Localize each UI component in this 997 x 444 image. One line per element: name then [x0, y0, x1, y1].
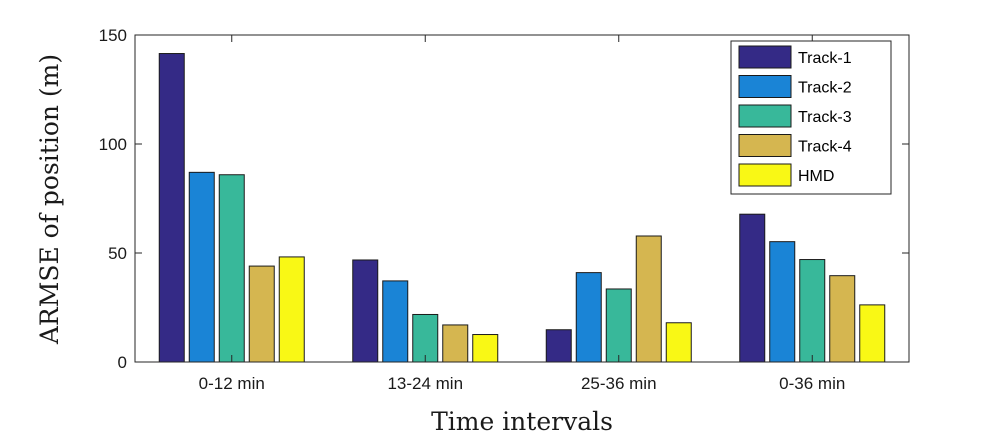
- bar-track-4-2: [635, 235, 662, 363]
- legend-label-track-2: Track-2: [798, 80, 852, 97]
- bar-track-3-2: [605, 288, 632, 363]
- bar-track-1-0: [158, 53, 185, 363]
- bar-track-3-1: [412, 313, 439, 363]
- bar-track-4-0: [248, 265, 275, 363]
- y-tick-label: 100: [99, 135, 127, 154]
- bars-group: [158, 53, 886, 363]
- legend-label-hmd: HMD: [798, 168, 834, 185]
- legend-label-track-1: Track-1: [798, 50, 852, 67]
- bar-track-1-1: [352, 259, 379, 363]
- bar-track-2-1: [382, 280, 409, 363]
- bar-track-2-3: [769, 241, 796, 363]
- legend-swatch-track-3: [738, 104, 792, 128]
- x-tick-label: 0-36 min: [779, 374, 845, 393]
- legend-label-track-4: Track-4: [798, 139, 852, 156]
- bar-hmd-3: [859, 304, 886, 363]
- y-tick-label: 50: [108, 244, 127, 263]
- x-tick-label: 0-12 min: [199, 374, 265, 393]
- legend-swatch-hmd: [738, 163, 792, 187]
- bar-track-3-0: [218, 174, 245, 363]
- y-axis: 0 50 100 150: [99, 26, 909, 372]
- bar-hmd-0: [278, 256, 305, 363]
- bar-track-4-1: [442, 324, 469, 363]
- bar-hmd-1: [472, 334, 499, 363]
- y-tick-label: 150: [99, 26, 127, 45]
- legend-swatch-track-2: [738, 75, 792, 98]
- bar-track-3-3: [799, 259, 826, 363]
- x-axis: 0-12 min 13-24 min 25-36 min 0-36 min: [199, 35, 845, 393]
- legend-swatch-track-1: [738, 45, 792, 69]
- bar-track-2-0: [188, 171, 215, 363]
- bar-track-2-2: [575, 272, 602, 363]
- legend-swatch-track-4: [738, 134, 792, 157]
- x-axis-label: Time intervals: [431, 407, 613, 436]
- legend: Track-1 Track-2 Track-3 Track-4 HMD: [730, 40, 892, 195]
- y-tick-label: 0: [118, 353, 127, 372]
- legend-label-track-3: Track-3: [798, 109, 852, 126]
- bar-track-4-3: [829, 275, 856, 363]
- y-axis-label: ARMSE of position (m): [35, 54, 64, 345]
- x-tick-label: 25-36 min: [581, 374, 657, 393]
- plot-frame: [134, 34, 910, 363]
- bar-track-1-3: [739, 213, 766, 363]
- x-tick-label: 13-24 min: [387, 374, 463, 393]
- bar-track-1-2: [545, 329, 572, 363]
- bar-hmd-2: [665, 322, 692, 363]
